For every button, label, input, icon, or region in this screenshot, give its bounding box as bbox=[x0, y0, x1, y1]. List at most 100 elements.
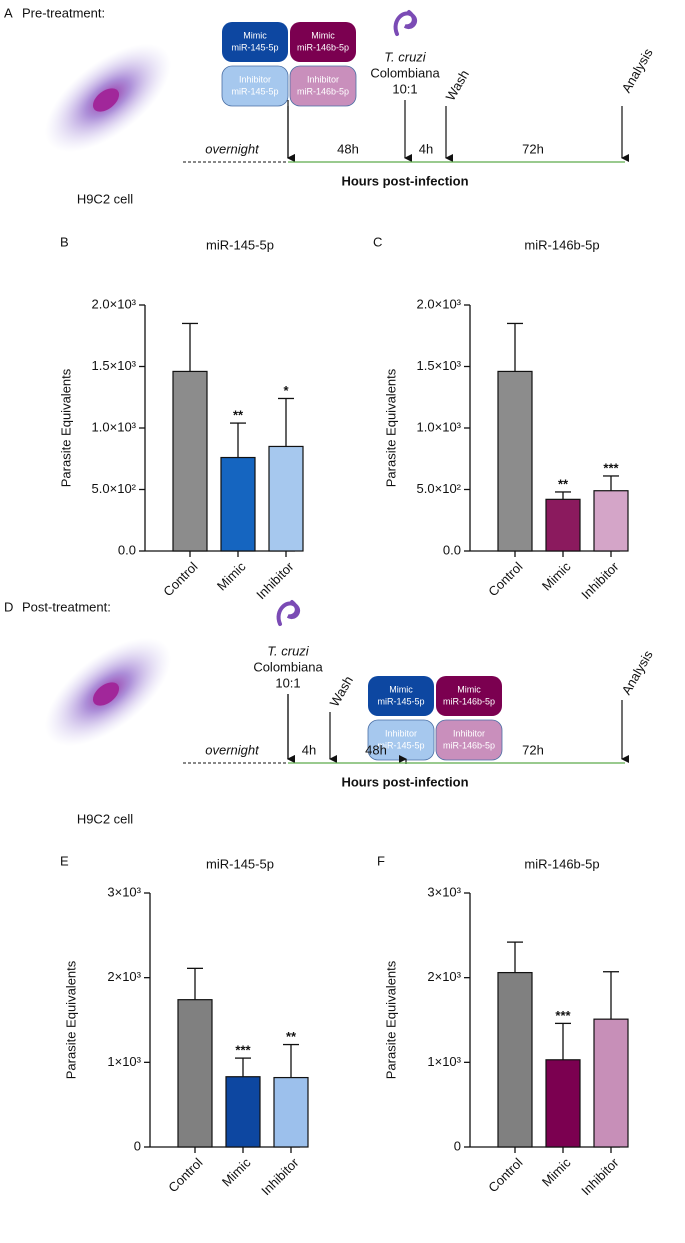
panel-letter: E bbox=[60, 853, 69, 868]
y-tick-label: 5.0×10² bbox=[92, 481, 137, 496]
y-tick-label: 1.0×10³ bbox=[92, 419, 137, 434]
y-tick-label: 2×10³ bbox=[107, 969, 141, 984]
treatment-line2: miR-145-5p bbox=[377, 696, 424, 706]
analysis-label: Analysis bbox=[619, 45, 656, 95]
parasite-ratio: 10:1 bbox=[392, 81, 417, 96]
x-tick-label: Inhibitor bbox=[578, 558, 622, 602]
treatment-line1: Inhibitor bbox=[307, 74, 339, 84]
y-tick-label: 0.0 bbox=[118, 542, 136, 557]
bar bbox=[172, 370, 208, 552]
bar bbox=[225, 1076, 261, 1148]
panel-heading: Pre-treatment: bbox=[22, 5, 105, 20]
treatment-line1: Inhibitor bbox=[385, 728, 417, 738]
treatment-line2: miR-145-5p bbox=[377, 740, 424, 750]
bar bbox=[177, 999, 213, 1148]
treatment-line1: Mimic bbox=[457, 684, 481, 694]
bar bbox=[593, 1018, 629, 1148]
treatment-line1: Mimic bbox=[389, 684, 413, 694]
cell-label: H9C2 cell bbox=[77, 811, 133, 826]
treatment-line2: miR-146b-5p bbox=[297, 86, 349, 96]
y-tick-label: 0 bbox=[454, 1138, 461, 1153]
bar bbox=[268, 445, 304, 552]
duration: 48h bbox=[337, 141, 359, 156]
y-axis-label: Parasite Equivalents bbox=[58, 368, 73, 487]
x-tick-label: Control bbox=[485, 559, 525, 599]
bar bbox=[497, 971, 533, 1148]
timeline-label: Hours post-infection bbox=[341, 774, 468, 789]
panel-letter: A bbox=[4, 5, 13, 20]
significance: ** bbox=[286, 1029, 297, 1044]
y-tick-label: 1.5×10³ bbox=[92, 358, 137, 373]
bar bbox=[220, 456, 256, 552]
parasite-icon bbox=[393, 10, 418, 36]
treatment-line2: miR-145-5p bbox=[231, 86, 278, 96]
treatment-box bbox=[368, 676, 434, 716]
duration: 4h bbox=[302, 742, 316, 757]
bar bbox=[545, 498, 581, 552]
chart-title: miR-146b-5p bbox=[524, 237, 599, 252]
treatment-line1: Inhibitor bbox=[239, 74, 271, 84]
chart-title: miR-146b-5p bbox=[524, 856, 599, 871]
x-tick-label: Control bbox=[165, 1155, 205, 1195]
significance: *** bbox=[235, 1043, 251, 1058]
treatment-box bbox=[436, 676, 502, 716]
duration: 72h bbox=[522, 742, 544, 757]
treatment-box bbox=[435, 719, 503, 761]
treatment-line2: miR-146b-5p bbox=[297, 42, 349, 52]
parasite-icon bbox=[276, 600, 301, 626]
x-tick-label: Mimic bbox=[219, 1155, 254, 1190]
cell-label: H9C2 cell bbox=[77, 191, 133, 206]
parasite-strain: Colombiana bbox=[370, 65, 440, 80]
treatment-box bbox=[289, 65, 357, 107]
significance: * bbox=[283, 383, 289, 398]
parasite-name: T. cruzi bbox=[384, 49, 427, 64]
y-tick-label: 1.0×10³ bbox=[417, 419, 462, 434]
start-label: overnight bbox=[205, 742, 260, 757]
bar bbox=[497, 370, 533, 552]
treatment-line2: miR-146b-5p bbox=[443, 696, 495, 706]
parasite-name: T. cruzi bbox=[267, 643, 310, 658]
x-tick-label: Inhibitor bbox=[253, 558, 297, 602]
bar bbox=[273, 1076, 309, 1148]
x-tick-label: Inhibitor bbox=[258, 1154, 302, 1198]
y-tick-label: 1.5×10³ bbox=[417, 358, 462, 373]
bar bbox=[593, 490, 629, 552]
y-axis-label: Parasite Equivalents bbox=[383, 368, 398, 487]
significance: ** bbox=[233, 408, 244, 423]
treatment-line2: miR-145-5p bbox=[231, 42, 278, 52]
chart-title: miR-145-5p bbox=[206, 237, 274, 252]
y-tick-label: 1×10³ bbox=[107, 1054, 141, 1069]
treatment-box bbox=[221, 65, 289, 107]
y-tick-label: 2.0×10³ bbox=[417, 296, 462, 311]
parasite-ratio: 10:1 bbox=[275, 675, 300, 690]
parasite-strain: Colombiana bbox=[253, 659, 323, 674]
y-axis-label: Parasite Equivalents bbox=[383, 960, 398, 1079]
nucleus bbox=[92, 682, 120, 706]
timeline-label: Hours post-infection bbox=[341, 173, 468, 188]
y-axis-label: Parasite Equivalents bbox=[63, 960, 78, 1079]
wash-label: Wash bbox=[327, 673, 356, 709]
y-tick-label: 3×10³ bbox=[107, 884, 141, 899]
treatment-line1: Mimic bbox=[311, 30, 335, 40]
x-tick-label: Control bbox=[160, 559, 200, 599]
x-tick-label: Mimic bbox=[539, 1155, 574, 1190]
wash-label: Wash bbox=[443, 67, 472, 103]
x-tick-label: Control bbox=[485, 1155, 525, 1195]
y-tick-label: 0.0 bbox=[443, 542, 461, 557]
treatment-line1: Mimic bbox=[243, 30, 267, 40]
panel-letter: C bbox=[373, 234, 382, 249]
panel-heading: Post-treatment: bbox=[22, 599, 111, 614]
duration: 48h bbox=[365, 742, 387, 757]
y-tick-label: 2.0×10³ bbox=[92, 296, 137, 311]
significance: *** bbox=[603, 460, 619, 475]
x-tick-label: Mimic bbox=[539, 559, 574, 594]
treatment-line2: miR-146b-5p bbox=[443, 740, 495, 750]
panel-letter: D bbox=[4, 599, 13, 614]
y-tick-label: 5.0×10² bbox=[417, 481, 462, 496]
y-tick-label: 0 bbox=[134, 1138, 141, 1153]
panel-letter: F bbox=[377, 853, 385, 868]
treatment-box bbox=[222, 22, 288, 62]
analysis-label: Analysis bbox=[619, 647, 656, 697]
panel-letter: B bbox=[60, 234, 69, 249]
